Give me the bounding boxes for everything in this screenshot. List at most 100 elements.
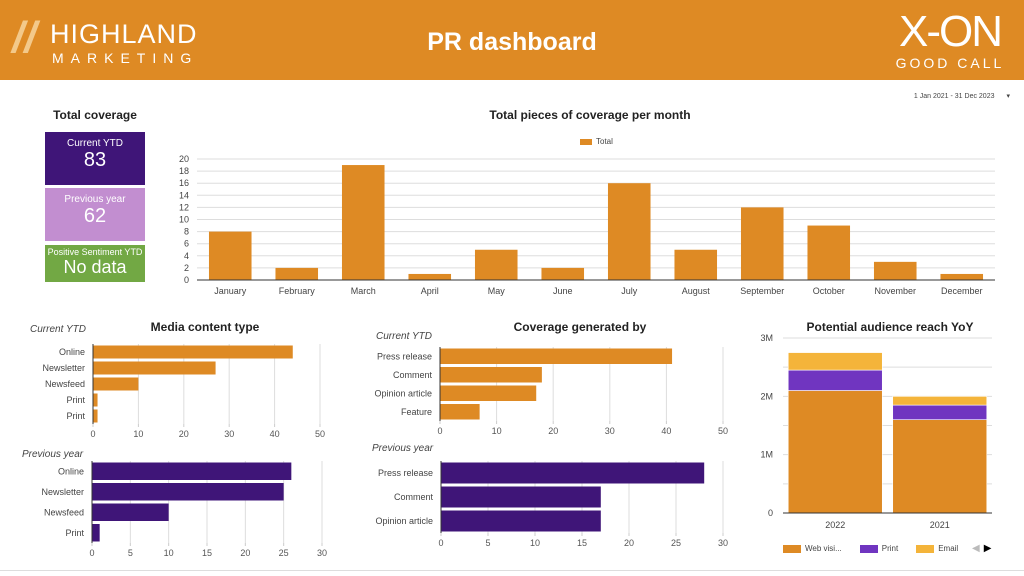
y-tick-label: 3M [760,333,773,343]
x-tick-label: 2021 [930,520,950,530]
x-tick-label: August [682,286,711,296]
bar [873,261,917,280]
kpi-value: 83 [83,149,107,171]
bar [440,385,537,401]
x-tick-label: June [553,286,573,296]
stacked-bar-segment [787,390,883,514]
x-tick-label: 50 [315,429,325,439]
legend-label: Total [596,137,613,146]
x-tick-label: 40 [661,426,671,436]
x-tick-label: 2022 [825,520,845,530]
legend-item[interactable]: Web visi... [783,544,842,553]
media-current-chart: 0 10 20 30 40 50 Online Newsletter Newsfeed Print… [42,344,325,439]
bar [740,207,784,280]
y-tick-label: 1M [760,450,773,460]
current-ytd-label: Current YTD [30,324,86,335]
monthly-coverage-chart: 0 2 4 6 8 10 12 14 16 18 20 January February March Apr… [179,154,995,296]
x-tick-label: 20 [548,426,558,436]
category-label: Opinion article [375,516,433,526]
x-tick-label: 15 [577,538,587,548]
logo-subtext: MARKETING [52,50,199,66]
category-label: Online [59,347,85,357]
prev-page-icon[interactable]: ◀ [972,543,980,554]
coverage-by-title: Coverage generated by [513,320,647,334]
x-tick-label: 40 [270,429,280,439]
bar [208,231,252,280]
bar [541,267,585,280]
legend-swatch [580,138,592,145]
highland-h-icon: // [12,13,37,62]
bar [93,377,139,391]
dropdown-caret-icon: ▾ [1006,93,1010,100]
bar [807,225,851,280]
coverage-previous-chart: 0 5 10 15 20 25 30 Press release Comment Opinion … [375,461,728,548]
x-tick-label: July [621,286,638,296]
x-tick-label: 10 [530,538,540,548]
bar [474,249,518,280]
audience-reach-chart: 0 1M 2M 3M 2022 2021 [760,333,992,530]
category-label: Print [66,395,85,405]
y-tick-label: 0 [184,275,189,285]
stacked-bar-segment [892,396,988,406]
legend-item[interactable]: Email [916,544,958,553]
x-tick-label: 30 [317,548,327,558]
y-tick-label: 2M [760,391,773,401]
y-tick-label: 4 [184,251,189,261]
legend-swatch [859,544,878,553]
x-tick-label: 10 [164,548,174,558]
bar [92,503,169,521]
bar [92,483,284,501]
previous-year-label: Previous year [372,443,434,454]
x-tick-label: October [813,286,845,296]
bar [440,404,480,420]
legend-pager: ◀ ▶ [972,543,991,554]
media-previous-chart: 0 5 10 15 20 25 30 Online Newsletter Newsfeed Prin… [41,461,327,558]
total-coverage-title: Total coverage [53,108,137,122]
x-tick-label: April [421,286,439,296]
bar [92,524,100,542]
x-tick-label: 20 [179,429,189,439]
bar [674,249,718,280]
bar [441,486,601,508]
y-tick-label: 0 [768,508,773,518]
x-tick-label: September [740,286,784,296]
bar [440,367,542,383]
x-tick-label: 25 [671,538,681,548]
legend-swatch [783,544,801,553]
header: // HIGHLAND MARKETING PR dashboard X-ON … [0,0,1024,80]
category-label: Newsletter [42,363,85,373]
y-tick-label: 14 [179,190,189,200]
y-tick-label: 10 [179,215,189,225]
y-tick-label: 18 [179,166,189,176]
bar [408,273,452,280]
xon-logo: X-ON GOOD CALL [890,10,1010,72]
category-label: Comment [394,492,434,502]
kpi-current-ytd: Current YTD 83 [45,132,145,185]
kpi-value: 62 [83,205,107,227]
x-tick-label: 50 [718,426,728,436]
x-tick-label: 0 [437,426,442,436]
y-tick-label: 6 [184,239,189,249]
monthly-legend[interactable]: Total [580,137,613,146]
x-tick-label: 10 [492,426,502,436]
kpi-label: Positive Sentiment YTD [47,247,143,257]
stacked-bar-segment [892,419,988,514]
legend-item[interactable]: Print [859,544,898,553]
x-tick-label: 0 [89,548,94,558]
audience-legend: Web visi... Print Email [783,544,970,553]
bar [441,510,601,532]
bar [440,348,673,364]
bar [93,361,216,375]
coverage-current-chart: 0 10 20 30 40 50 Press release Comment Opinion a… [374,347,728,436]
x-tick-label: 0 [90,429,95,439]
media-content-title: Media content type [150,320,260,334]
bar [92,462,292,480]
x-tick-label: 25 [279,548,289,558]
category-label: Online [58,466,84,476]
kpi-positive-sentiment: Positive Sentiment YTD No data [45,245,145,282]
date-range-label: 1 Jan 2021 - 31 Dec 2023 [913,93,995,100]
x-tick-label: December [941,286,983,296]
next-page-icon[interactable]: ▶ [983,543,992,554]
date-range-picker[interactable]: 1 Jan 2021 - 31 Dec 2023 ▾ [914,92,1010,100]
y-tick-label: 16 [179,178,189,188]
